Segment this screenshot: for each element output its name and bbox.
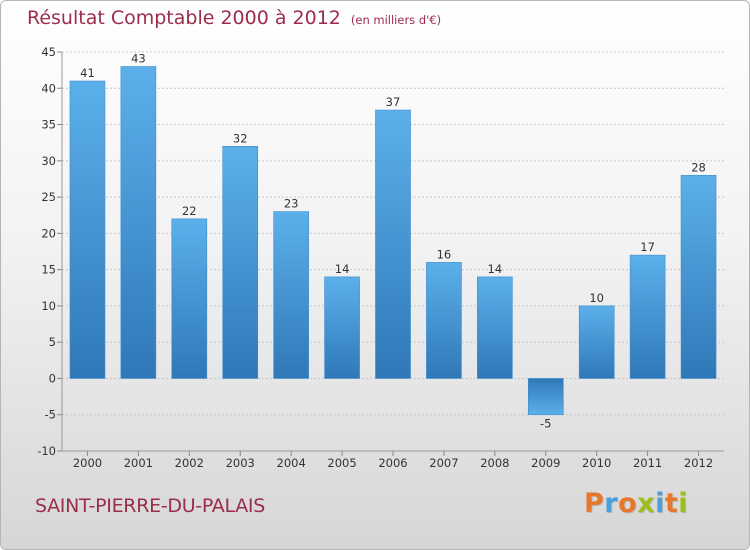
logo-letter: i — [655, 488, 665, 519]
y-tick-label: -10 — [37, 444, 56, 458]
y-tick-label: 40 — [41, 81, 56, 95]
bar-2000 — [69, 80, 106, 379]
y-tick-label: 45 — [41, 45, 56, 59]
x-tick-label: 2001 — [124, 456, 153, 470]
bar-2004 — [273, 211, 309, 379]
data-label: 17 — [640, 240, 655, 254]
data-label: 28 — [691, 160, 706, 174]
x-tick-label: 2009 — [531, 456, 560, 470]
chart-title-text: Résultat Comptable 2000 à 2012 — [27, 7, 341, 29]
data-label: 16 — [437, 247, 452, 261]
y-tick-label: 5 — [49, 335, 56, 349]
y-tick-label: 15 — [41, 263, 56, 277]
data-label: 14 — [488, 262, 503, 276]
bar-2008 — [477, 276, 513, 379]
data-label: 32 — [233, 131, 248, 145]
data-label: 10 — [589, 291, 604, 305]
proxiti-logo: Proxiti — [584, 488, 688, 519]
bar-2012 — [680, 175, 717, 379]
logo-letter: o — [618, 488, 638, 519]
x-tick-label: 2008 — [480, 456, 509, 470]
y-tick-label: 0 — [49, 371, 56, 385]
data-label: -5 — [540, 417, 551, 431]
bar-2011 — [629, 254, 666, 379]
y-tick-label: 20 — [41, 226, 56, 240]
bar-2005 — [324, 276, 360, 379]
bar-2006 — [375, 109, 411, 379]
data-label: 43 — [131, 52, 146, 66]
logo-letter: t — [664, 488, 679, 519]
logo-letter: x — [637, 488, 656, 519]
x-tick-label: 2005 — [327, 456, 356, 470]
bar-2001 — [120, 66, 157, 379]
y-tick-label: 35 — [41, 118, 56, 132]
data-label: 14 — [335, 262, 350, 276]
y-tick-label: 25 — [41, 190, 56, 204]
bar-2003 — [222, 146, 259, 379]
logo-letter: i — [678, 488, 689, 519]
x-tick-label: 2012 — [684, 456, 713, 470]
data-label: 22 — [182, 204, 197, 218]
x-tick-label: 2007 — [429, 456, 458, 470]
data-label: 41 — [80, 66, 95, 80]
chart-subtitle: (en milliers d'€) — [350, 13, 442, 27]
bar-2007 — [426, 262, 462, 379]
logo-letter: P — [584, 488, 605, 519]
commune-name: SAINT-PIERRE-DU-PALAIS — [35, 495, 265, 517]
x-tick-label: 2006 — [378, 456, 407, 470]
logo-letter: r — [604, 488, 619, 519]
x-tick-label: 2004 — [277, 456, 306, 470]
x-tick-label: 2002 — [175, 456, 204, 470]
chart-title: Résultat Comptable 2000 à 2012 (en millie… — [27, 7, 441, 29]
x-tick-label: 2011 — [633, 456, 662, 470]
y-tick-label: -5 — [45, 408, 56, 422]
x-tick-label: 2003 — [226, 456, 255, 470]
y-tick-label: 30 — [41, 154, 56, 168]
data-label: 37 — [386, 95, 401, 109]
bar-2009 — [527, 378, 564, 416]
bar-2002 — [171, 218, 208, 379]
x-tick-label: 2010 — [582, 456, 611, 470]
y-tick-label: 10 — [41, 299, 56, 313]
x-tick-label: 2000 — [73, 456, 102, 470]
data-label: 23 — [284, 197, 299, 211]
bar-2010 — [578, 305, 615, 379]
